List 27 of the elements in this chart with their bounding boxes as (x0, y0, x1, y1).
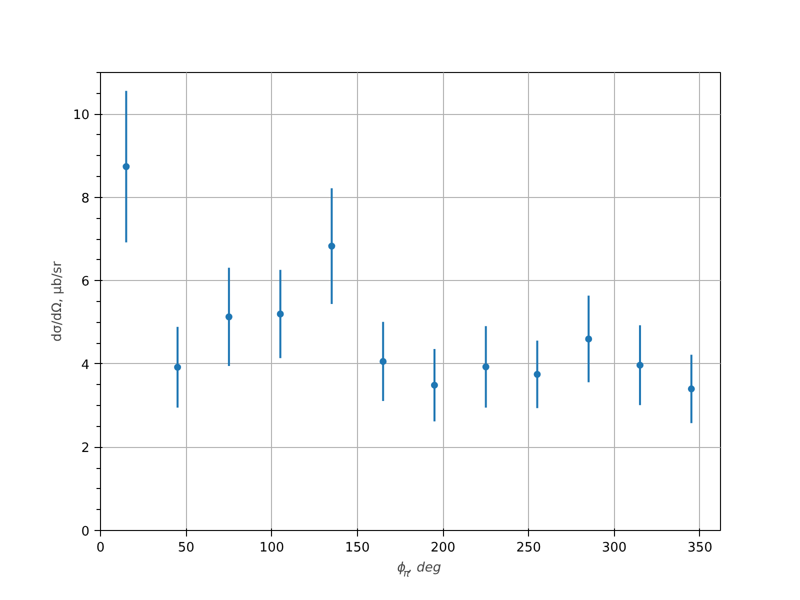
point (276, 310, 284, 318)
x-tick-label: 250 (516, 540, 542, 556)
point (482, 363, 490, 370)
point (430, 382, 438, 389)
y-tick-label: 4 (81, 358, 90, 373)
x-tick-label: 100 (259, 540, 284, 556)
point (585, 335, 592, 342)
point (174, 364, 182, 371)
point (122, 163, 130, 170)
x-tick-label: 150 (345, 540, 370, 556)
y-tick-label: 10 (72, 108, 90, 124)
y-tick-label: 2 (81, 441, 90, 456)
x-tick-label: 200 (430, 540, 456, 556)
x-tick-label: 300 (602, 540, 627, 556)
point (534, 370, 541, 378)
point (688, 385, 695, 392)
y-tick-label: 6 (81, 274, 90, 290)
point (380, 358, 387, 365)
point (328, 242, 336, 250)
y-tick-label: 0 (81, 524, 90, 540)
x-tick-label: 50 (178, 540, 194, 556)
x-tick-label: 0 (96, 540, 105, 556)
point (636, 362, 644, 369)
point (225, 313, 232, 320)
y-tick-label: 8 (81, 191, 90, 206)
x-tick-label: 350 (688, 540, 712, 556)
y-axis-title: dσ/dΩ, μb/sr (50, 260, 65, 342)
